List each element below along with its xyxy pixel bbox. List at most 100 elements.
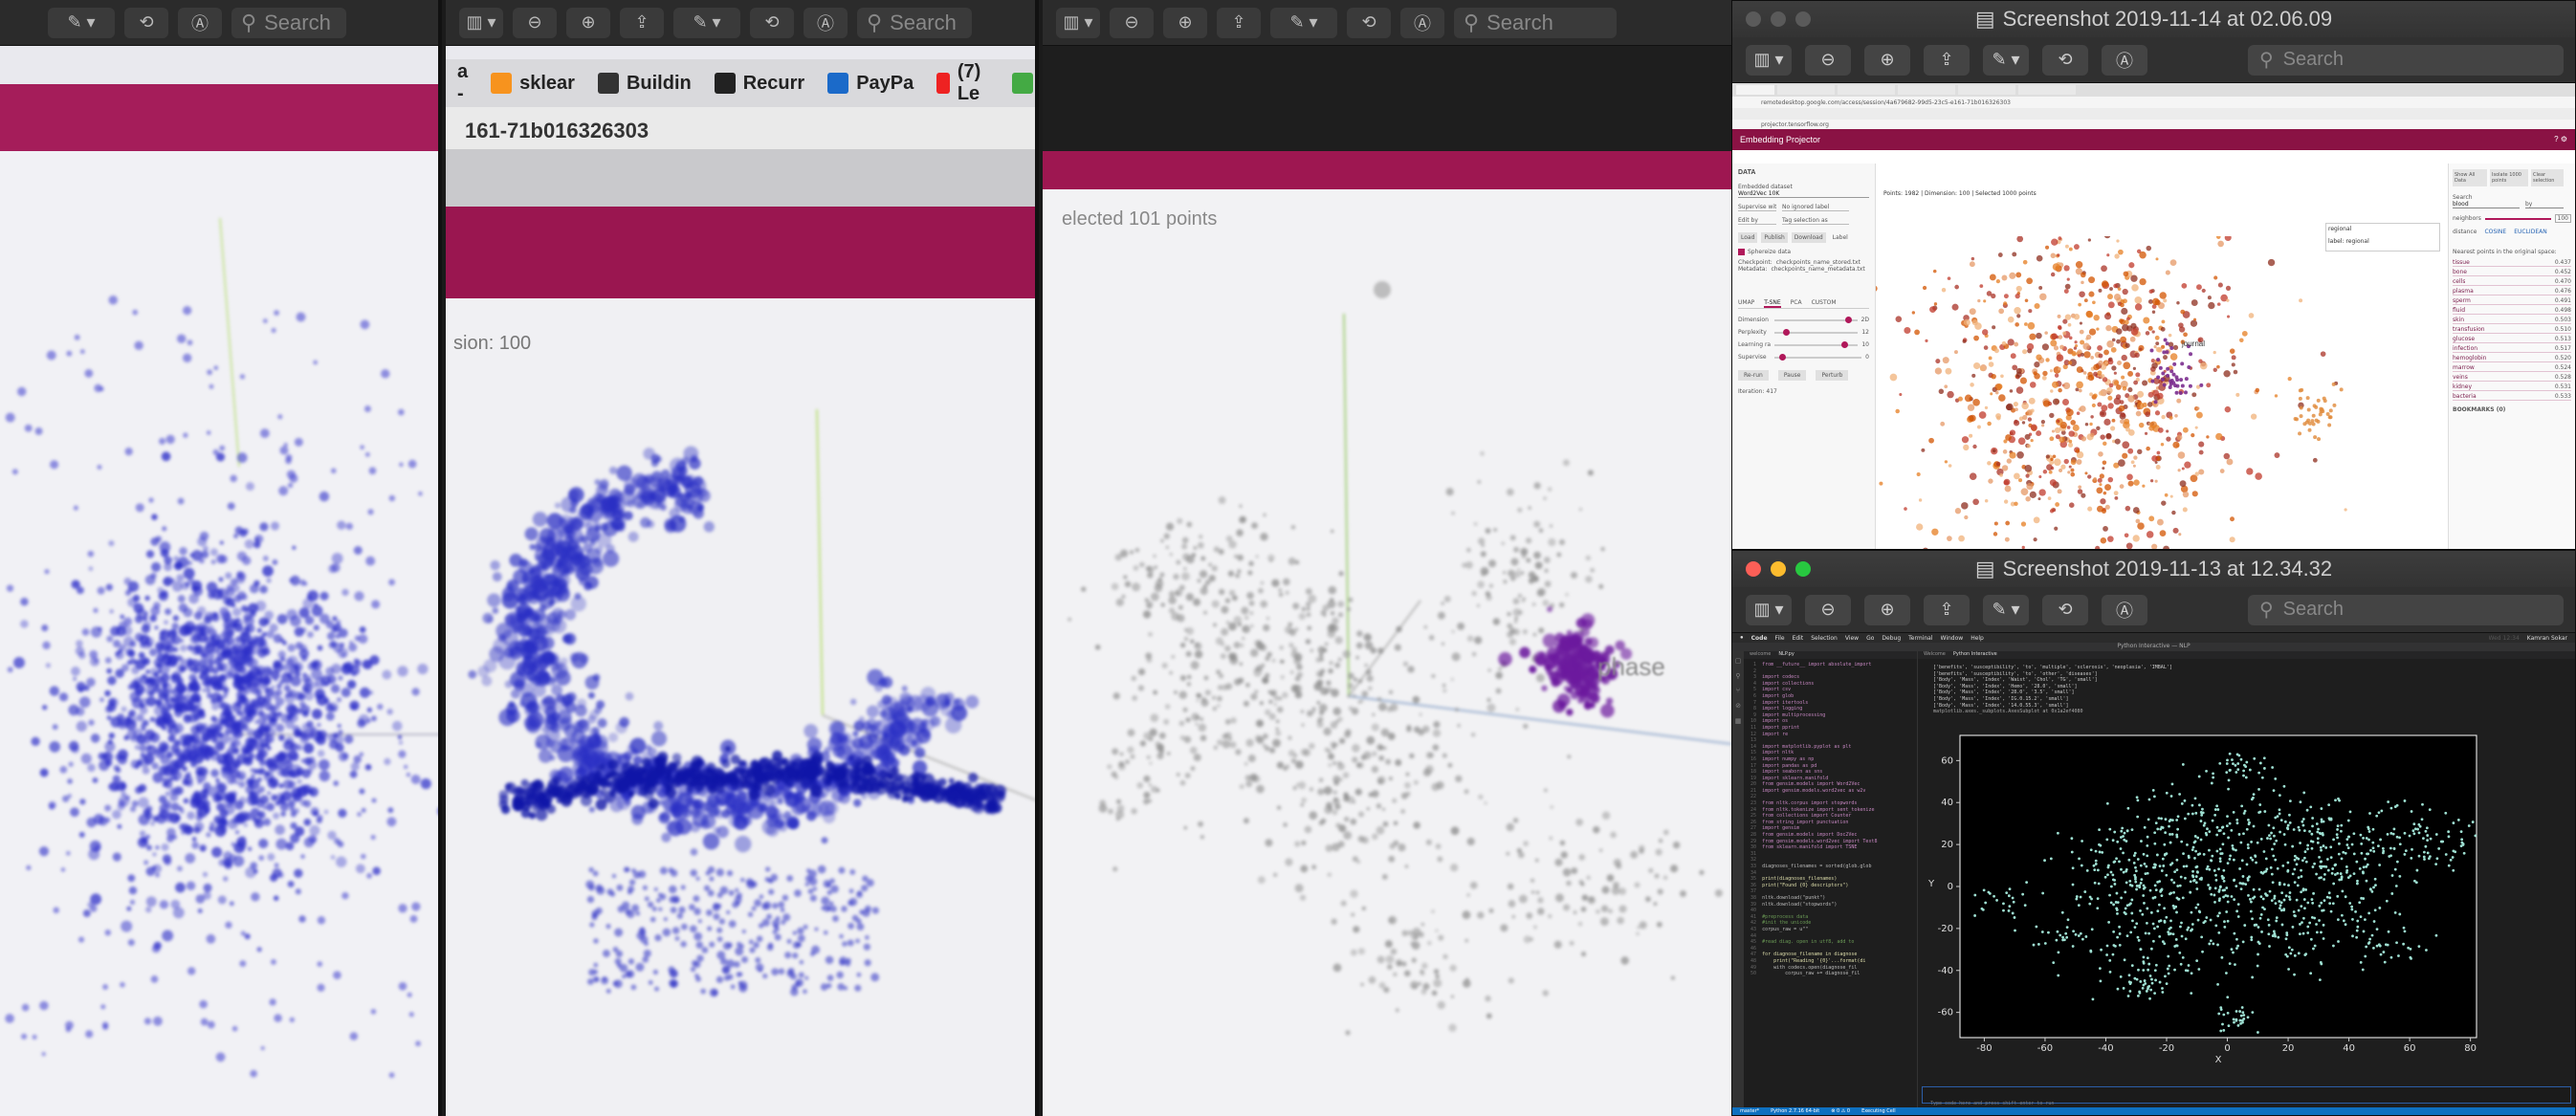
data-point (936, 693, 950, 707)
data-point (128, 886, 138, 895)
browser-tab[interactable]: (7) Le (925, 59, 1000, 107)
data-point (194, 644, 204, 653)
data-point (984, 799, 997, 811)
data-point (646, 778, 654, 787)
close-window-button[interactable] (1746, 11, 1761, 27)
zoom-in-button[interactable]: ⊕ (1163, 7, 1207, 38)
slider-handle[interactable] (1782, 328, 1790, 336)
slider-track[interactable] (1774, 328, 1859, 336)
data-point (331, 626, 338, 633)
rotate-button[interactable]: ⟲ (750, 7, 794, 38)
browser-tab[interactable]: PayPa (816, 59, 925, 107)
zoom-out-button[interactable]: ⊖ (513, 7, 557, 38)
data-point (1493, 528, 1497, 532)
sidebar-button[interactable]: ▥ ▾ (1746, 44, 1792, 76)
address-bar[interactable]: remotedesktop.google.com/access/session/… (1732, 97, 2575, 108)
data-point (605, 988, 611, 994)
data-point (218, 577, 224, 582)
pause-button[interactable]: Pause (1777, 370, 1807, 381)
sidebar-button[interactable]: ▥ ▾ (459, 7, 503, 38)
data-point (246, 710, 253, 718)
annotate-button[interactable]: Ⓐ (804, 7, 848, 38)
tab-tsne[interactable]: T-SNE (1764, 299, 1781, 308)
address-bar[interactable]: 161-71b016326303 (446, 107, 1039, 149)
markup-button[interactable]: ✎ ▾ (673, 7, 740, 38)
data-point (349, 1032, 359, 1040)
data-point (1225, 621, 1230, 625)
data-point (330, 684, 341, 693)
data-point (662, 928, 672, 937)
share-button[interactable]: ⇪ (1217, 7, 1261, 38)
zoom-out-button[interactable]: ⊖ (1805, 44, 1851, 76)
data-point (2041, 375, 2047, 381)
rotate-button[interactable]: ⟲ (1347, 7, 1391, 38)
annotate-button[interactable]: Ⓐ (2102, 44, 2147, 76)
share-button[interactable]: ⇪ (620, 7, 664, 38)
annotate-button[interactable]: Ⓐ (1400, 7, 1444, 38)
data-point (1520, 571, 1525, 575)
slider-handle[interactable] (1840, 340, 1848, 348)
data-point (1451, 652, 1461, 662)
search-field[interactable]: ⚲ Search (2248, 44, 2564, 76)
data-point (762, 974, 768, 979)
zoom-in-button[interactable]: ⊕ (1864, 44, 1910, 76)
data-point (247, 729, 255, 736)
markup-button[interactable]: ✎ ▾ (1983, 44, 2029, 76)
load-button[interactable]: Load (1738, 232, 1758, 243)
help-icon[interactable]: ? ⚙ (2554, 135, 2567, 143)
data-point (365, 764, 371, 770)
annotate-button[interactable]: Ⓐ (178, 7, 222, 38)
data-point (1332, 707, 1342, 716)
rerun-button[interactable]: Re-run (1738, 370, 1769, 381)
zoom-in-button[interactable]: ⊕ (566, 7, 610, 38)
slider-track[interactable] (1774, 340, 1859, 348)
publish-button[interactable]: Publish (1761, 232, 1788, 243)
browser-tab[interactable]: a - (457, 61, 469, 104)
dataset-select[interactable]: Word2Vec 10K (1738, 190, 1869, 198)
rotate-button[interactable]: ⟲ (2042, 44, 2088, 76)
data-point (1566, 687, 1574, 694)
tab-pca[interactable]: PCA (1790, 299, 1802, 306)
sphereize-checkbox[interactable] (1738, 249, 1745, 255)
data-point (1418, 981, 1421, 986)
markup-button[interactable]: ✎ ▾ (1270, 7, 1337, 38)
tab-umap[interactable]: UMAP (1738, 299, 1755, 306)
browser-tab[interactable]: Recurr (703, 59, 816, 107)
browser-tab[interactable]: Buildin (586, 59, 703, 107)
data-point (144, 575, 156, 585)
share-button[interactable]: ⇪ (1924, 44, 1970, 76)
slider-handle[interactable] (1779, 353, 1787, 361)
label-button[interactable]: Label (1832, 234, 1848, 241)
data-point (73, 505, 78, 511)
perturb-button[interactable]: Perturb (1816, 370, 1849, 381)
data-point (127, 649, 136, 658)
data-point (1118, 761, 1125, 768)
markup-button[interactable]: ✎ ▾ (48, 7, 115, 38)
data-point (182, 696, 188, 704)
data-point (1392, 798, 1398, 803)
data-point (164, 799, 172, 808)
tab-custom[interactable]: CUSTOM (1811, 299, 1837, 306)
sidebar-button[interactable]: ▥ ▾ (1056, 7, 1100, 38)
rotate-button[interactable]: ⟲ (124, 7, 168, 38)
label-dropdown[interactable]: regional label: regional (2325, 223, 2440, 252)
browser-tab[interactable]: sklear (479, 59, 586, 107)
data-point (495, 623, 513, 640)
search-field[interactable]: ⚲ Search (857, 7, 972, 38)
zoom-window-button[interactable] (1795, 11, 1811, 27)
data-point (244, 607, 251, 613)
data-point (2154, 410, 2161, 416)
data-point (481, 675, 493, 687)
slider-track[interactable] (1774, 316, 1858, 323)
data-point (217, 895, 227, 905)
search-field[interactable]: ⚲ Search (1454, 7, 1617, 38)
zoom-out-button[interactable]: ⊖ (1110, 7, 1154, 38)
slider-handle[interactable] (1845, 316, 1853, 323)
search-field[interactable]: ⚲ Search (231, 7, 346, 38)
projector-scatter[interactable] (1876, 236, 2431, 549)
slider-track[interactable] (1774, 353, 1862, 361)
minimize-window-button[interactable] (1771, 11, 1786, 27)
data-point (1406, 724, 1412, 730)
browser-tab[interactable]: 18 (1001, 59, 1039, 107)
download-button[interactable]: Download (1791, 232, 1826, 243)
